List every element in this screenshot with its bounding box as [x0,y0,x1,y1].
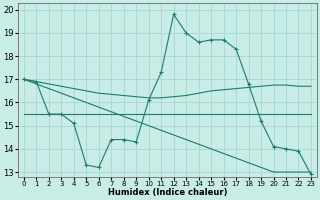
X-axis label: Humidex (Indice chaleur): Humidex (Indice chaleur) [108,188,227,197]
